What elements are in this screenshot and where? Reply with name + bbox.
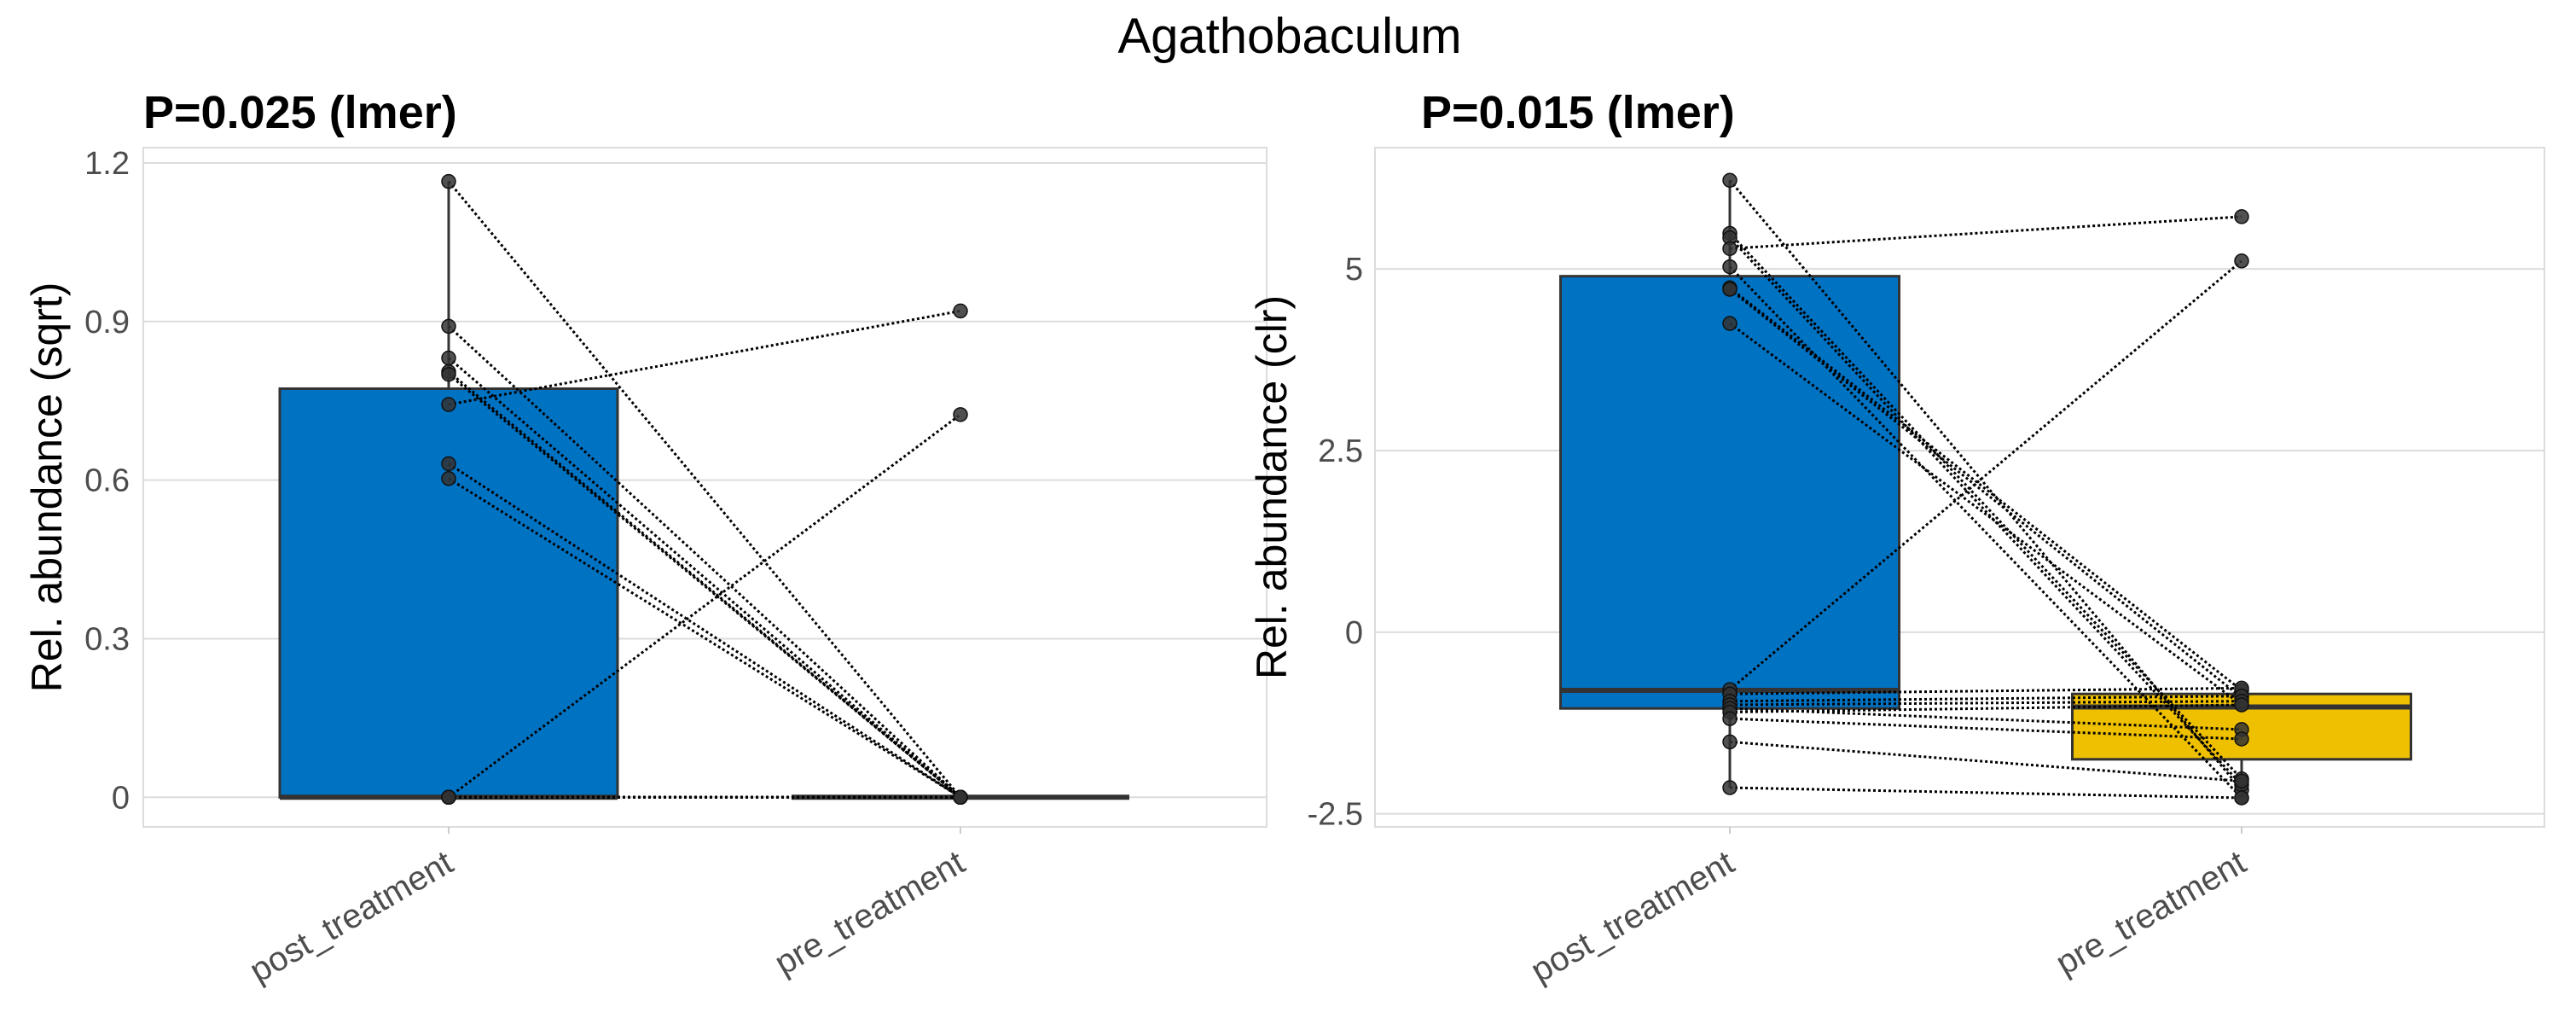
- y-tick-label: 5: [1345, 252, 1363, 288]
- paired-line: [1728, 232, 2243, 780]
- data-point-pre_treatment: [2234, 790, 2249, 806]
- paired-line: [1729, 259, 2242, 691]
- data-point-post_treatment: [1722, 316, 1738, 331]
- data-point-post_treatment: [441, 173, 456, 189]
- data-point-pre_treatment: [2234, 209, 2249, 224]
- right-panel-title: P=0.015 (lmer): [1421, 87, 1735, 138]
- data-point-post_treatment: [441, 456, 456, 472]
- y-tick-label: 1.2: [84, 146, 130, 182]
- y-tick-label: 0: [112, 780, 130, 816]
- paired-line: [448, 477, 961, 799]
- figure-title: Agathobaculum: [1117, 9, 1461, 64]
- data-point-pre_treatment: [953, 303, 968, 319]
- paired-line: [1729, 717, 2242, 741]
- right-panel-border: [1374, 147, 2545, 828]
- paired-line: [447, 325, 962, 799]
- paired-line: [1728, 236, 2243, 786]
- x-tick-label: pre_treatment: [2050, 844, 2253, 983]
- data-point-post_treatment: [1722, 780, 1738, 795]
- y-tick-label: 0.9: [84, 305, 130, 340]
- data-point-pre_treatment: [2234, 731, 2249, 747]
- x-tick-label: post_treatment: [1524, 844, 1740, 991]
- data-point-post_treatment: [441, 397, 456, 412]
- paired-line: [448, 373, 961, 799]
- data-point-post_treatment: [441, 318, 456, 335]
- paired-line: [448, 309, 961, 406]
- data-point-post_treatment: [1722, 734, 1738, 750]
- data-point-post_treatment: [441, 789, 456, 806]
- paired-line: [1729, 322, 2242, 707]
- left-y-axis-title: Rel. abundance (sqrt): [23, 282, 71, 693]
- data-point-pre_treatment: [2234, 697, 2249, 713]
- data-point-pre_treatment: [953, 789, 968, 806]
- data-point-pre_treatment: [953, 407, 968, 422]
- paired-line: [1729, 703, 2242, 713]
- paired-line: [1729, 215, 2242, 250]
- data-point-post_treatment: [1722, 241, 1738, 257]
- paired-line: [1729, 740, 2242, 783]
- right-panel-clr: P=0.015 (lmer) Rel. abundance (clr) -2.5…: [1248, 87, 2545, 991]
- y-tick-label: -2.5: [1308, 797, 1363, 833]
- data-point-post_treatment: [441, 366, 456, 382]
- data-point-post_treatment: [1722, 259, 1738, 275]
- paired-line: [1729, 287, 2242, 692]
- data-point-post_treatment: [441, 350, 456, 366]
- paired-line: [1729, 700, 2242, 707]
- x-tick-label: pre_treatment: [769, 844, 972, 983]
- y-tick-label: 0.3: [84, 621, 130, 657]
- data-point-pre_treatment: [2234, 253, 2249, 269]
- paired-line: [1729, 707, 2242, 731]
- paired-line: [1729, 288, 2242, 699]
- paired-line: [448, 463, 961, 799]
- paired-line: [448, 413, 961, 799]
- box-post_treatment: [278, 387, 619, 799]
- paired-line: [1729, 695, 2242, 703]
- data-point-post_treatment: [1722, 282, 1738, 297]
- data-point-pre_treatment: [2234, 773, 2249, 789]
- data-point-post_treatment: [441, 471, 456, 486]
- y-tick-label: 0.6: [84, 463, 130, 499]
- paired-line: [1729, 686, 2242, 695]
- y-tick-label: 0: [1345, 615, 1363, 651]
- data-point-post_treatment: [1722, 711, 1738, 726]
- left-panel-border: [142, 147, 1268, 828]
- left-panel-title: P=0.025 (lmer): [143, 87, 457, 138]
- x-tick-label: post_treatment: [243, 844, 459, 991]
- y-tick-label: 2.5: [1318, 433, 1363, 469]
- right-y-axis-title: Rel. abundance (clr): [1248, 295, 1296, 679]
- data-point-post_treatment: [1722, 172, 1738, 189]
- paired-line: [1729, 786, 2242, 800]
- left-panel-sqrt: P=0.025 (lmer) Rel. abundance (sqrt) 0 0.…: [23, 87, 1268, 991]
- box-post_treatment: [1559, 275, 1900, 710]
- paired-line: [447, 180, 962, 799]
